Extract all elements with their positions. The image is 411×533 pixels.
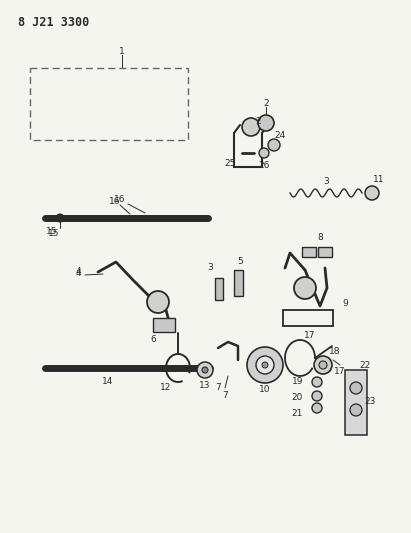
Circle shape [147, 291, 169, 313]
Circle shape [294, 277, 316, 299]
Circle shape [350, 382, 362, 394]
Circle shape [197, 362, 213, 378]
Text: 20: 20 [292, 393, 303, 402]
Text: 2: 2 [255, 117, 261, 126]
Circle shape [258, 115, 274, 131]
Circle shape [350, 404, 362, 416]
Bar [234, 270, 243, 296]
Text: 24: 24 [275, 131, 286, 140]
Text: 8 J21 3300: 8 J21 3300 [18, 16, 89, 29]
Bar [215, 278, 223, 300]
Text: 5: 5 [237, 256, 243, 265]
Text: 19: 19 [291, 377, 303, 386]
Circle shape [202, 367, 208, 373]
Text: 4: 4 [75, 269, 81, 278]
Text: 23: 23 [364, 398, 376, 407]
Text: 3: 3 [207, 263, 213, 272]
Circle shape [312, 391, 322, 401]
Bar [345, 370, 367, 435]
Text: 3: 3 [323, 176, 329, 185]
Text: 21: 21 [292, 409, 303, 418]
Text: 1: 1 [119, 47, 125, 56]
Text: 22: 22 [359, 360, 371, 369]
Bar [30, 68, 188, 140]
Text: 13: 13 [199, 381, 211, 390]
Circle shape [268, 139, 280, 151]
Text: 16: 16 [114, 196, 126, 205]
Text: 16: 16 [109, 198, 121, 206]
Text: 11: 11 [373, 174, 385, 183]
Circle shape [319, 361, 327, 369]
Circle shape [314, 356, 332, 374]
Text: 14: 14 [102, 376, 114, 385]
Circle shape [242, 118, 260, 136]
Circle shape [247, 347, 283, 383]
Text: 8: 8 [317, 232, 323, 241]
Text: 12: 12 [160, 384, 172, 392]
Text: 9: 9 [342, 298, 348, 308]
Text: 10: 10 [259, 384, 271, 393]
Text: 17: 17 [304, 330, 316, 340]
Circle shape [259, 148, 269, 158]
Text: 15: 15 [46, 228, 58, 237]
Text: 18: 18 [329, 348, 341, 357]
Text: 25: 25 [224, 158, 236, 167]
Text: 26: 26 [258, 160, 270, 169]
Text: 17: 17 [334, 367, 346, 376]
Circle shape [262, 362, 268, 368]
Bar [302, 247, 316, 257]
Text: 6: 6 [150, 335, 156, 344]
Circle shape [312, 377, 322, 387]
Text: 2: 2 [263, 99, 269, 108]
Text: 7: 7 [222, 391, 228, 400]
Text: 15: 15 [48, 229, 60, 238]
Text: 4: 4 [75, 268, 81, 277]
Circle shape [256, 356, 274, 374]
Circle shape [56, 214, 64, 222]
Circle shape [312, 403, 322, 413]
Bar [318, 247, 332, 257]
Text: 7: 7 [215, 383, 221, 392]
Bar [153, 318, 175, 332]
Circle shape [365, 186, 379, 200]
